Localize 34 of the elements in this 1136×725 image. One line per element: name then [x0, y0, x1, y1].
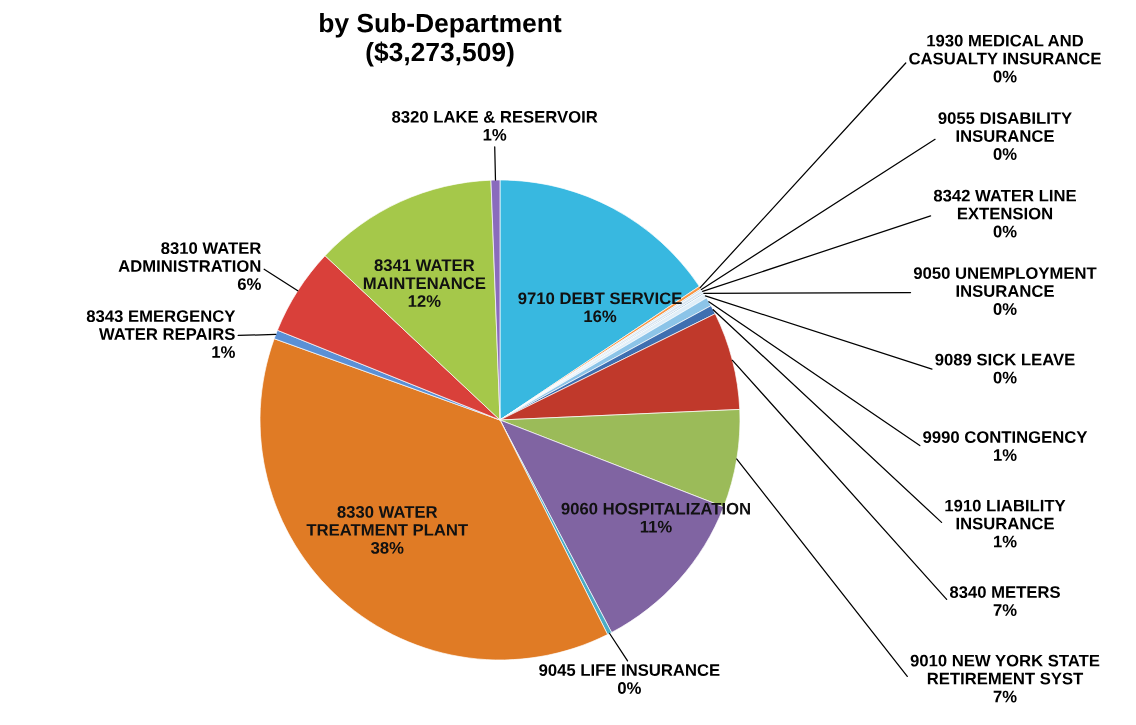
data-label: 1%: [212, 346, 235, 358]
slice-label: 9045 LIFE INSURANCE: [539, 664, 720, 676]
slice-label: 8310 WATER ADMINISTRATION: [118, 242, 262, 272]
data-label: 0%: [993, 225, 1017, 238]
data-label: 0%: [993, 303, 1017, 315]
slice-label: 9050 UNEMPLOYMENT INSURANCE: [913, 267, 1097, 297]
data-label: 16%: [584, 310, 617, 323]
slice-label: 8330 WATER TREATMENT PLANT: [306, 506, 468, 536]
data-label: 1%: [483, 128, 507, 141]
slice-label: 1930 MEDICAL AND CASUALTY INSURANCE: [909, 34, 1101, 65]
data-label: 6%: [237, 278, 261, 290]
data-label: 0%: [993, 148, 1017, 160]
data-label: 7%: [993, 604, 1017, 616]
slice-label: 1910 LIABILITY INSURANCE: [945, 499, 1066, 530]
data-label: 1%: [994, 449, 1017, 461]
slice-label: 9010 NEW YORK STATE RETIREMENT SYST: [910, 654, 1100, 685]
data-label: 0%: [993, 70, 1017, 83]
slice-label: 9710 DEBT SERVICE: [518, 292, 682, 305]
slice-label: 9990 CONTINGENCY: [923, 431, 1088, 443]
chart-title: by Sub-Department ($3,273,509): [320, 13, 562, 67]
data-label: 0%: [617, 682, 641, 694]
slice-label: 8342 WATER LINE EXTENSION: [933, 189, 1076, 220]
slice-label: 9055 DISABILITY INSURANCE: [938, 112, 1072, 142]
data-label: 12%: [408, 295, 441, 307]
slice-label: 8341 WATER MAINTENANCE: [363, 259, 486, 290]
slice-label: 8340 METERS: [949, 586, 1060, 599]
data-label: 11%: [640, 520, 672, 533]
data-label: 38%: [370, 541, 404, 554]
data-label: 7%: [993, 690, 1017, 703]
slice-label: 8320 LAKE & RESERVOIR: [392, 110, 598, 123]
slice-label: 8343 EMERGENCY WATER REPAIRS: [86, 310, 236, 340]
data-label: 0%: [993, 371, 1017, 384]
data-label: 1%: [994, 535, 1017, 548]
slice-label: 9089 SICK LEAVE: [935, 353, 1075, 366]
